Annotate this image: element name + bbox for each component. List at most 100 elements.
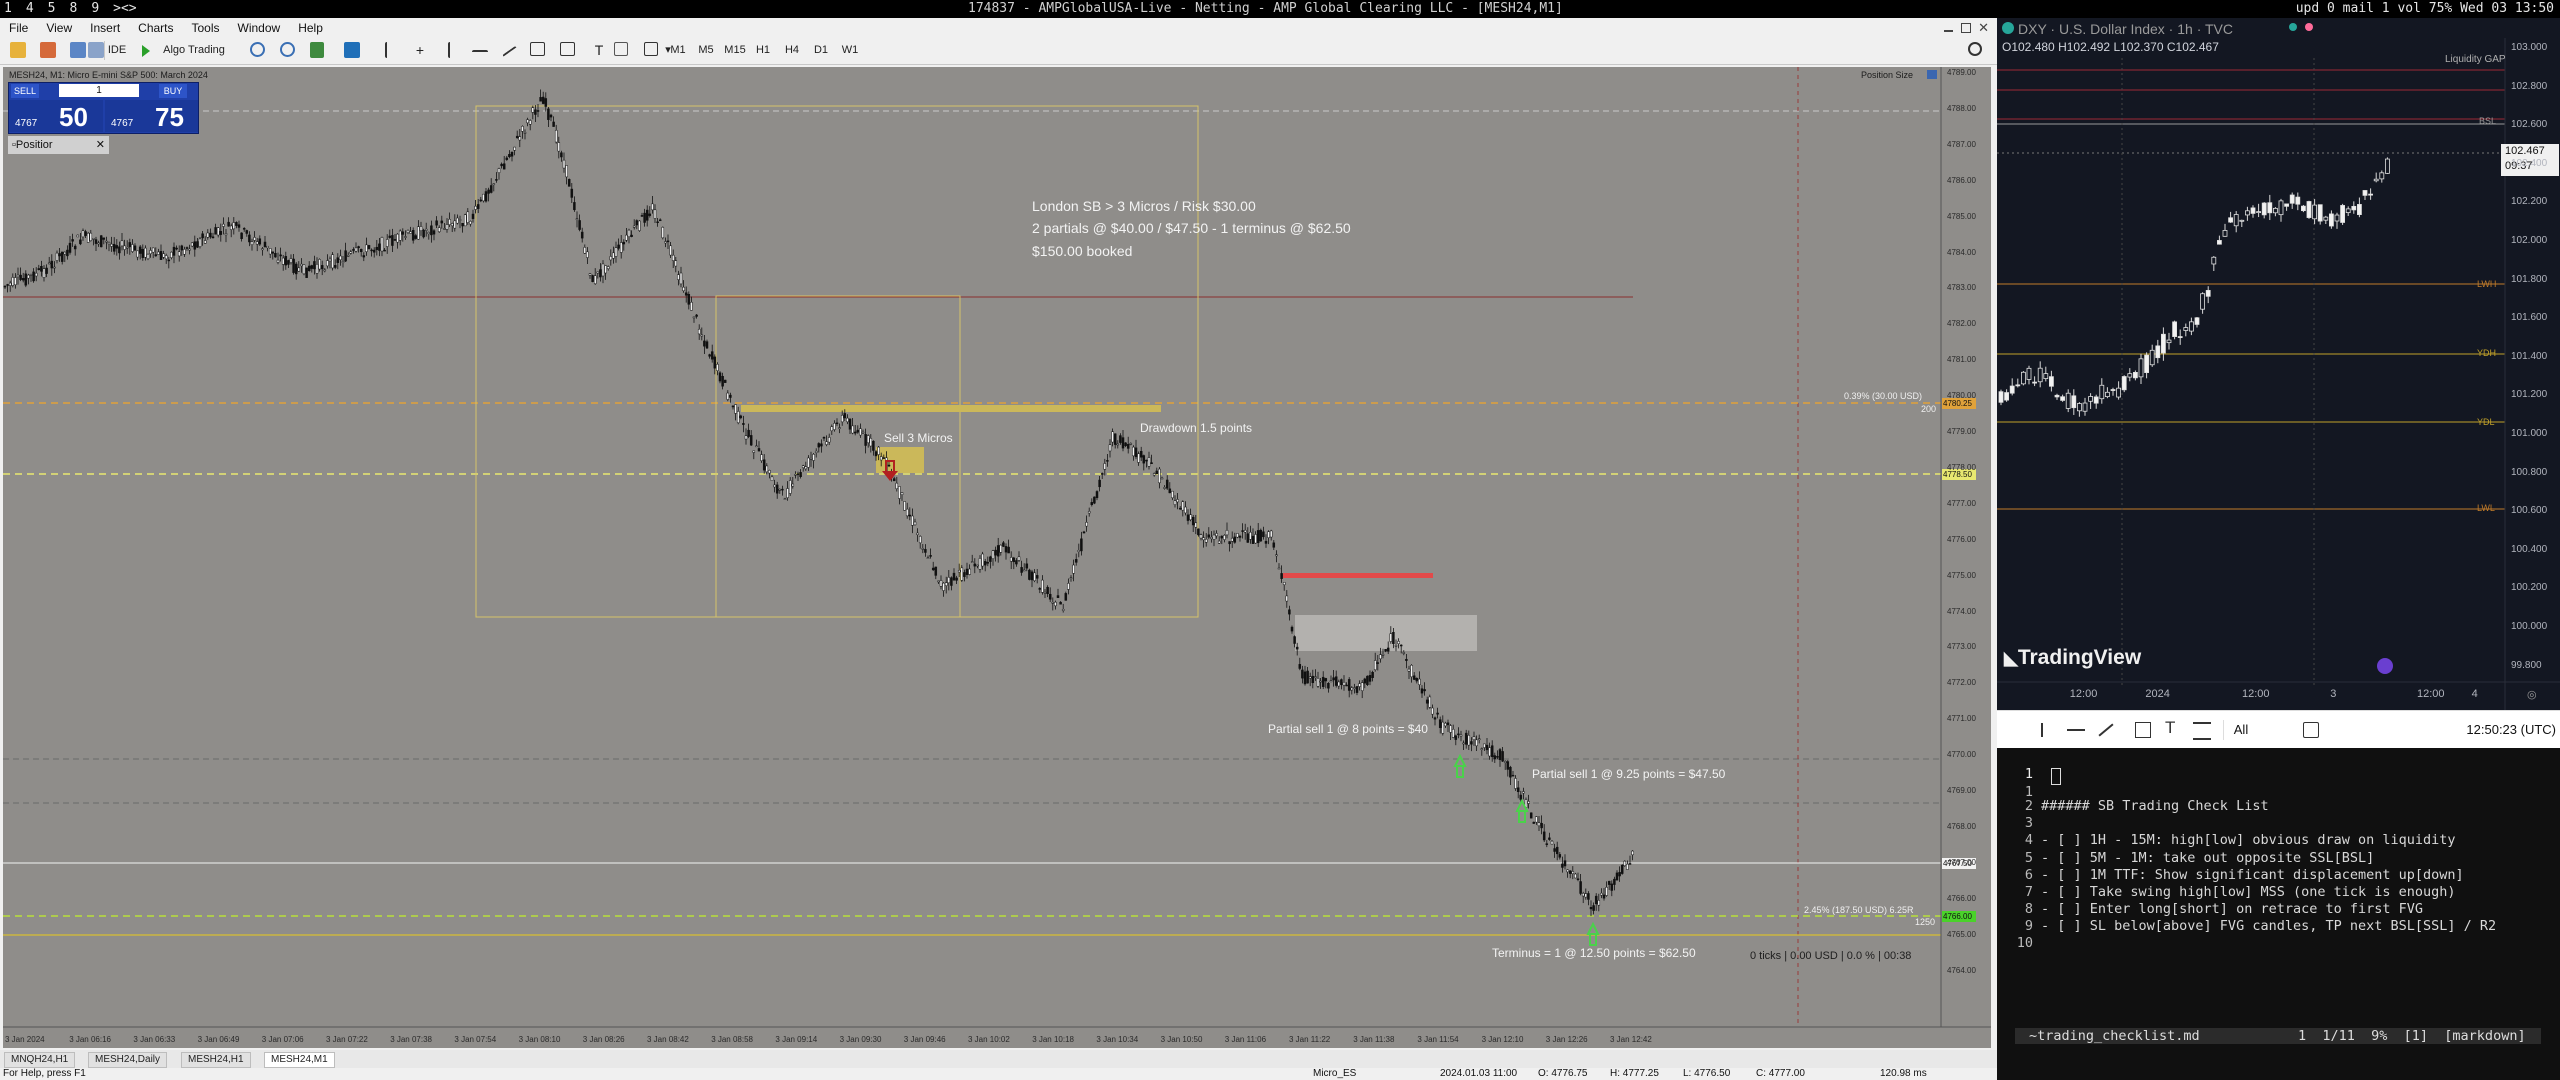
menu-insert[interactable]: Insert	[90, 21, 121, 35]
tv-candle-body	[2228, 217, 2234, 223]
text-icon[interactable]: T	[2165, 718, 2176, 737]
restore-icon[interactable]	[1961, 23, 1971, 33]
rectangle-icon[interactable]	[2135, 722, 2151, 738]
tab-mesh24-m1[interactable]: MESH24,M1	[264, 1052, 335, 1068]
horizontal-line-icon[interactable]	[472, 50, 488, 54]
cursor-icon[interactable]	[2041, 723, 2043, 737]
trendline-icon[interactable]	[2098, 723, 2114, 737]
crosshair-icon[interactable]: +	[415, 42, 425, 58]
range-all-button[interactable]: All	[2223, 720, 2258, 740]
menu-window[interactable]: Window	[237, 21, 281, 35]
tab-mnqh24-h1[interactable]: MNQH24,H1	[4, 1052, 76, 1068]
search-icon[interactable]	[1968, 42, 1982, 56]
ide-button[interactable]: IDE	[104, 41, 129, 60]
price-chart[interactable]: MESH24, M1: Micro E-mini S&P 500: March …	[3, 67, 1991, 1048]
editor-line[interactable]: - [ ] 5M - 1M: take out opposite SSL[BSL…	[2041, 849, 2375, 866]
candle-body	[112, 243, 116, 252]
workspace-item[interactable]: 9	[91, 1, 100, 16]
horizontal-line-icon[interactable]	[2067, 729, 2085, 731]
rectangle-icon[interactable]	[560, 42, 575, 56]
workspace-item[interactable]: ><>	[113, 1, 137, 16]
tf-w1[interactable]: W1	[841, 44, 859, 56]
tv-candle-body	[2077, 403, 2082, 412]
lots-input[interactable]: 1	[59, 84, 139, 97]
candle-body	[375, 246, 379, 250]
candle-body	[180, 245, 184, 251]
tv-candle-body	[2289, 194, 2295, 204]
buy-price[interactable]: 4767 75	[105, 100, 198, 132]
candle-body	[1555, 846, 1559, 855]
chart-shift-icon[interactable]	[344, 42, 360, 58]
channel-icon[interactable]	[530, 42, 545, 56]
sell-annotation: Sell 3 Micros	[884, 431, 953, 445]
editor-line[interactable]: - [ ] 1H - 15M: high[low] obvious draw o…	[2041, 832, 2456, 849]
candle-body	[531, 107, 535, 113]
tf-h1[interactable]: H1	[755, 44, 771, 56]
tf-m5[interactable]: M5	[698, 44, 714, 56]
market-watch-icon[interactable]	[70, 42, 86, 58]
replay-icon[interactable]	[2377, 658, 2393, 674]
chevron-down-icon[interactable]: ▾	[665, 44, 671, 56]
algo-trading-button[interactable]: Algo Trading	[163, 44, 225, 56]
tab-mesh24-daily[interactable]: MESH24,Daily	[88, 1052, 168, 1068]
close-icon[interactable]: ✕	[1978, 20, 1989, 35]
candle-body	[848, 418, 852, 430]
workspace-item[interactable]: 1	[4, 1, 12, 16]
tv-price-tick-label: 100.400	[2511, 543, 2548, 555]
label-icon[interactable]	[614, 42, 628, 56]
tab-mesh24-h1[interactable]: MESH24,H1	[181, 1052, 251, 1068]
zoom-out-icon[interactable]	[280, 42, 295, 57]
workspace-item[interactable]: 5	[47, 1, 56, 16]
close-icon[interactable]: ✕	[95, 139, 105, 151]
tf-d1[interactable]: D1	[813, 44, 829, 56]
candle-body	[1506, 761, 1510, 770]
editor-line[interactable]: - [ ] Take swing high[low] MSS (one tick…	[2041, 883, 2456, 900]
menu-help[interactable]: Help	[298, 21, 323, 35]
candle-body	[1038, 588, 1042, 590]
text-icon[interactable]: T	[594, 42, 604, 58]
menu-view[interactable]: View	[46, 21, 73, 35]
new-order-icon[interactable]	[10, 42, 26, 58]
objects-icon[interactable]	[644, 42, 658, 56]
candle-body	[1438, 719, 1442, 728]
workspace-item[interactable]: 4	[25, 1, 34, 16]
editor-line[interactable]: ###### SB Trading Check List	[2041, 798, 2269, 815]
editor-line[interactable]: - [ ] Enter long[short] on retrace to fi…	[2041, 900, 2424, 917]
zoom-in-icon[interactable]	[250, 42, 265, 57]
profiles-icon[interactable]	[40, 42, 56, 58]
editor-line[interactable]: - [ ] SL below[above] FVG candles, TP ne…	[2041, 917, 2497, 934]
positions-panel[interactable]: ▫Positior ✕	[8, 136, 109, 154]
workspace-item[interactable]: 8	[69, 1, 78, 16]
vertical-line-icon[interactable]	[448, 42, 453, 58]
candle-body	[1051, 602, 1055, 604]
navigator-icon[interactable]	[88, 42, 104, 58]
candle-body	[687, 294, 691, 305]
tf-h4[interactable]: H4	[784, 44, 800, 56]
menu-file[interactable]: File	[9, 21, 29, 35]
tv-symbol[interactable]: DXY · U.S. Dollar Index · 1h · TVC	[2018, 21, 2233, 37]
settings-icon[interactable]: ◎	[2527, 689, 2537, 701]
tf-m1[interactable]: M1	[670, 44, 686, 56]
fib-icon[interactable]	[2193, 722, 2211, 740]
candle-body	[294, 263, 298, 275]
trendline-icon[interactable]	[502, 45, 518, 59]
text-editor[interactable]: 1 1 2 ###### SB Trading Check List 3 4- [ ] 1…	[1997, 748, 2560, 1080]
candle-body	[534, 109, 537, 115]
buy-button[interactable]: BUY	[159, 84, 187, 98]
candle-body	[1189, 514, 1192, 521]
candle-body	[1327, 683, 1330, 689]
menu-charts[interactable]: Charts	[138, 21, 174, 35]
sell-button[interactable]: SELL	[11, 84, 39, 98]
editor-line[interactable]: - [ ] 1M TTF: Show significant displacem…	[2041, 866, 2464, 883]
candle-body	[1077, 550, 1081, 552]
candle-body	[950, 577, 953, 586]
cursor-icon[interactable]	[385, 42, 395, 58]
minimize-icon[interactable]	[1944, 30, 1953, 32]
panel-icon[interactable]	[1927, 70, 1937, 79]
sell-price[interactable]: 4767 50	[9, 100, 103, 132]
tf-m15[interactable]: M15	[724, 44, 746, 56]
calendar-icon[interactable]	[2303, 722, 2319, 738]
chart-grid-icon[interactable]	[310, 42, 324, 58]
candle-body	[1399, 644, 1403, 647]
menu-tools[interactable]: Tools	[191, 21, 220, 35]
